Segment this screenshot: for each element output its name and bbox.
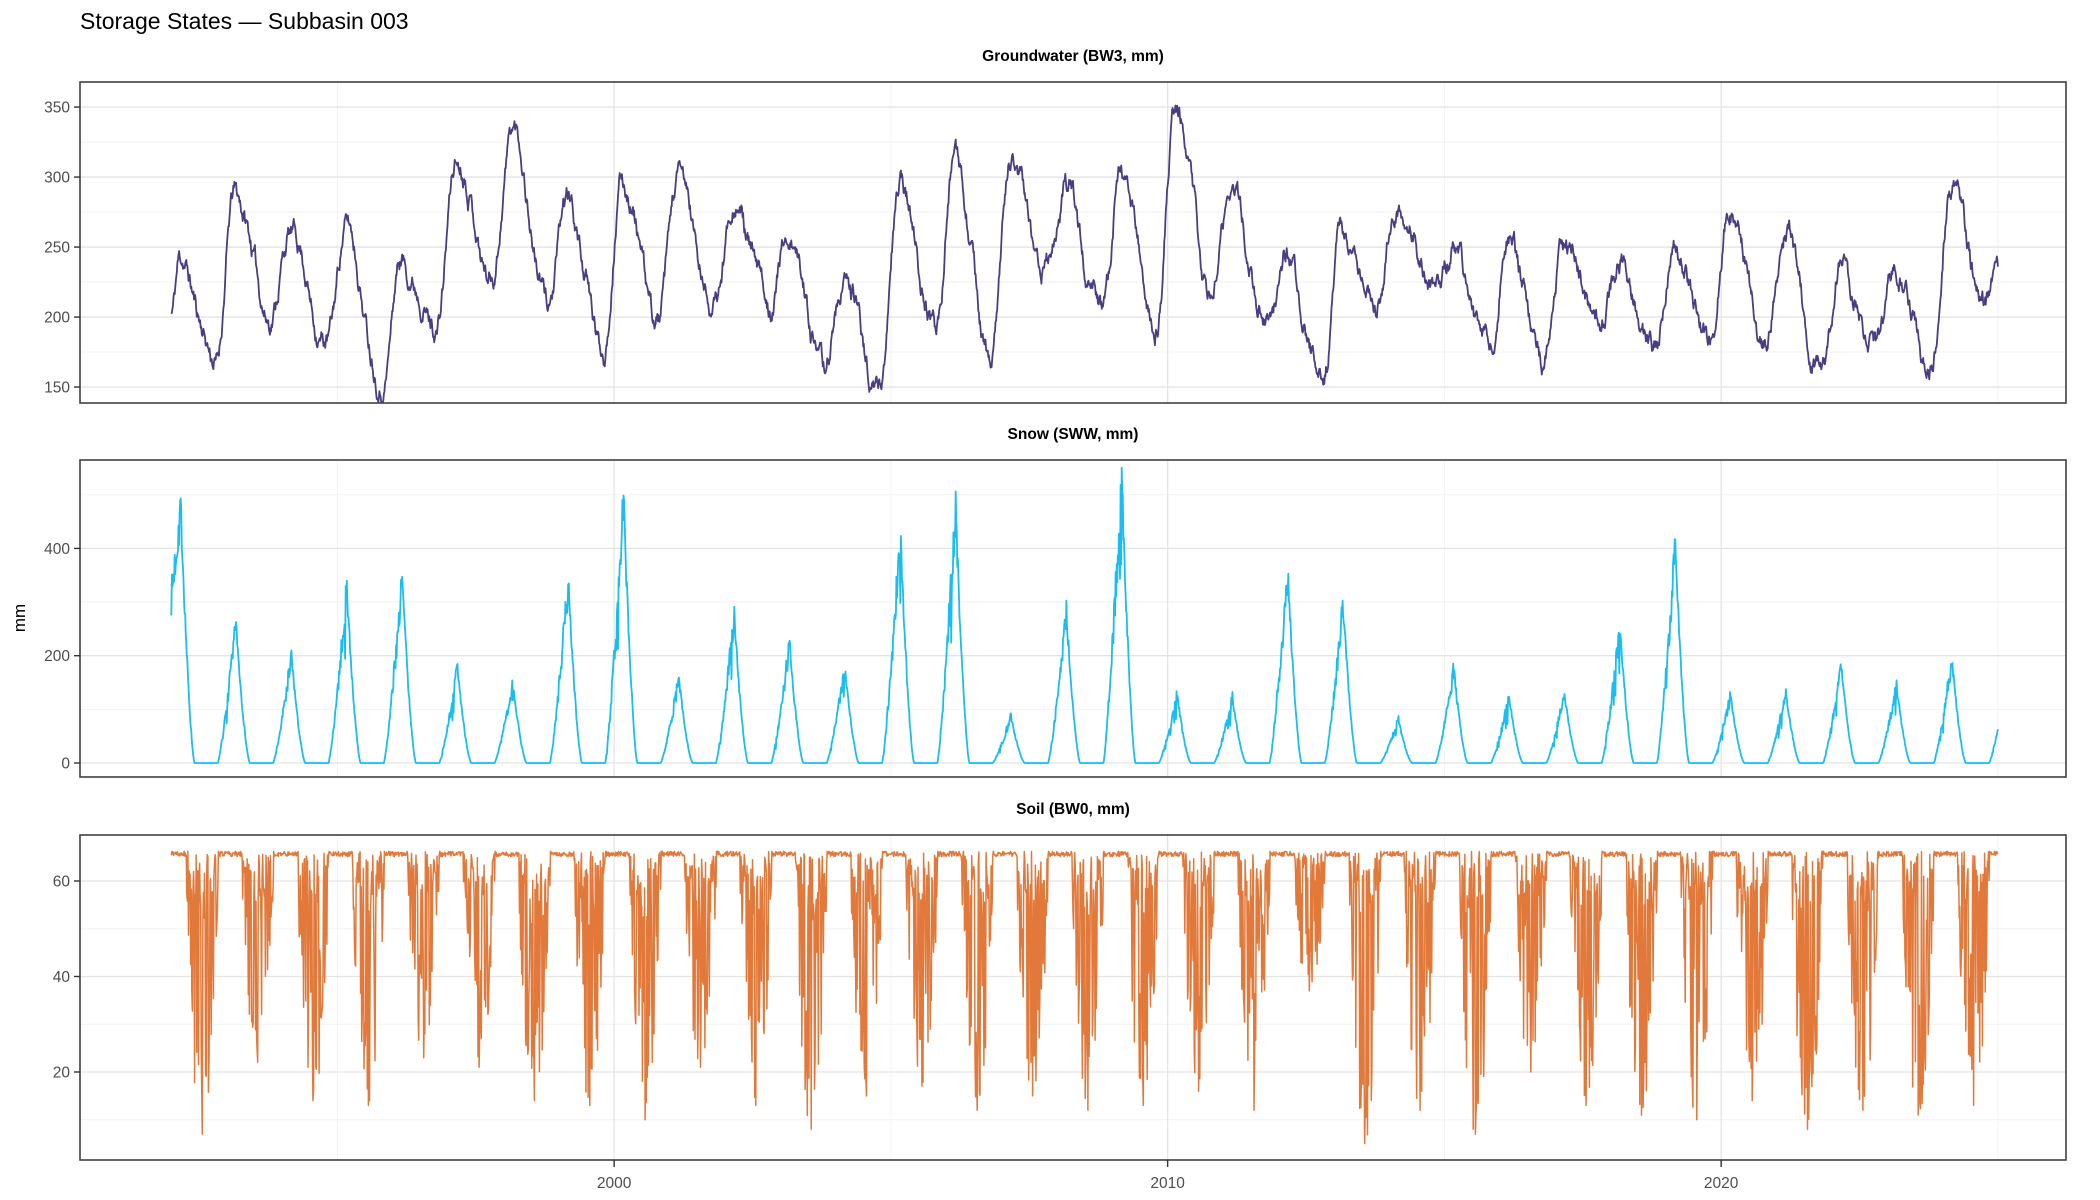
panel-title-soil: Soil (BW0, mm): [1016, 801, 1130, 818]
bw0-series-line: [170, 850, 1999, 1145]
panel-title-groundwater: Groundwater (BW3, mm): [982, 48, 1164, 65]
y-tick-label: 40: [53, 969, 71, 986]
y-tick-label: 60: [53, 873, 71, 890]
panel-border: [79, 834, 2067, 1161]
y-tick-label: 20: [53, 1064, 71, 1081]
y-tick-label: 150: [44, 380, 70, 397]
x-tick-label: 2020: [1704, 1175, 1739, 1192]
panel-SWW: 0 200 400: [44, 459, 2067, 778]
y-tick-label: 400: [44, 541, 70, 558]
y-tick-label: 200: [44, 310, 70, 327]
y-tick-label: 350: [44, 100, 70, 117]
bw3-series-line: [170, 104, 1999, 403]
panel-BW3: 150 200 250 300 350: [44, 81, 2067, 404]
panel-border: [79, 459, 2067, 778]
y-tick-label: 0: [61, 755, 70, 772]
y-axis-title: mm: [10, 603, 29, 633]
chart-title: Storage States — Subbasin 003: [80, 8, 409, 34]
y-tick-label: 250: [44, 240, 70, 257]
panel-title-snow: Snow (SWW, mm): [1007, 426, 1139, 443]
sww-series-line: [170, 466, 1999, 764]
panel-border: [79, 81, 2067, 404]
x-tick-label: 2000: [597, 1175, 632, 1192]
panel-BW0: 20 40 60 2000 2010 2020: [53, 834, 2067, 1192]
y-tick-label: 200: [44, 648, 70, 665]
x-tick-label: 2010: [1150, 1175, 1185, 1192]
y-tick-label: 300: [44, 170, 70, 187]
